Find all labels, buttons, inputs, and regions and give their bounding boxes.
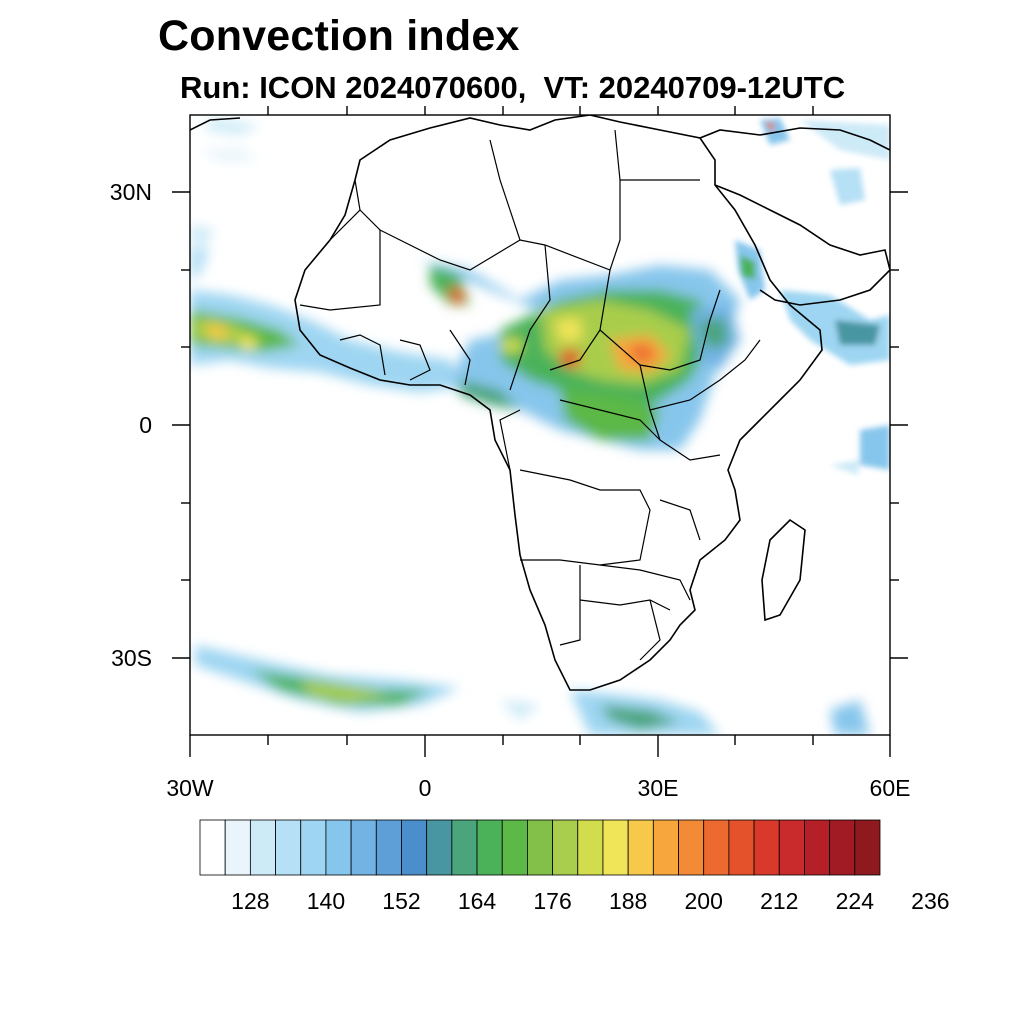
colorbar-swatch bbox=[627, 819, 654, 876]
colorbar-swatch bbox=[577, 819, 604, 876]
colorbar-swatch bbox=[778, 819, 805, 876]
colorbar-swatch bbox=[703, 819, 730, 876]
lat-label-30s: 30S bbox=[111, 645, 152, 671]
colorbar-tick-label: 128 bbox=[231, 888, 270, 914]
convection-field bbox=[190, 115, 890, 735]
colorbar bbox=[199, 819, 881, 876]
axis-ticks bbox=[172, 106, 908, 757]
plot-frame bbox=[189, 114, 891, 736]
country-borders bbox=[299, 129, 761, 661]
lat-label-30n: 30N bbox=[109, 179, 152, 205]
colorbar-swatch bbox=[854, 819, 881, 876]
colorbar-tick-label: 140 bbox=[306, 888, 346, 914]
colorbar-swatch bbox=[829, 819, 856, 876]
colorbar-swatch bbox=[426, 819, 453, 876]
colorbar-swatch bbox=[275, 819, 302, 876]
colorbar-swatch bbox=[652, 819, 679, 876]
colorbar-swatch bbox=[602, 819, 629, 876]
colorbar-swatch bbox=[350, 819, 377, 876]
colorbar-swatch bbox=[224, 819, 251, 876]
colorbar-swatch bbox=[678, 819, 705, 876]
colorbar-swatch bbox=[476, 819, 503, 876]
coastlines bbox=[190, 115, 890, 691]
lat-label-0: 0 bbox=[139, 412, 152, 438]
colorbar-swatch bbox=[325, 819, 352, 876]
colorbar-swatch bbox=[501, 819, 528, 876]
lon-label-60e: 60E bbox=[869, 775, 911, 801]
colorbar-swatch bbox=[300, 819, 327, 876]
colorbar-swatch bbox=[451, 819, 478, 876]
colorbar-tick-label: 164 bbox=[457, 888, 497, 914]
colorbar-swatch bbox=[552, 819, 579, 876]
colorbar-swatch bbox=[728, 819, 755, 876]
colorbar-swatch bbox=[249, 819, 276, 876]
colorbar-swatch bbox=[527, 819, 553, 876]
colorbar-tick-label: 176 bbox=[533, 888, 572, 914]
colorbar-swatch bbox=[401, 819, 428, 876]
colorbar-tick-label: 224 bbox=[835, 888, 874, 914]
colorbar-tick-label: 152 bbox=[382, 888, 421, 914]
lon-label-0: 0 bbox=[418, 775, 432, 801]
colorbar-swatch bbox=[375, 819, 402, 876]
chart-title: Convection index bbox=[158, 12, 520, 60]
colorbar-swatch bbox=[753, 819, 780, 876]
lon-label-30w: 30W bbox=[166, 775, 214, 801]
colorbar-tick-label: 200 bbox=[684, 888, 723, 914]
colorbar-swatch bbox=[804, 819, 831, 876]
colorbar-tick-label: 188 bbox=[608, 888, 648, 914]
lon-label-30e: 30E bbox=[637, 775, 679, 801]
chart-subtitle: Run: ICON 2024070600, VT: 20240709-12UTC bbox=[180, 70, 846, 105]
colorbar-tick-label: 236 bbox=[911, 888, 950, 914]
colorbar-swatch bbox=[199, 819, 226, 876]
colorbar-tick-label: 212 bbox=[760, 888, 799, 914]
